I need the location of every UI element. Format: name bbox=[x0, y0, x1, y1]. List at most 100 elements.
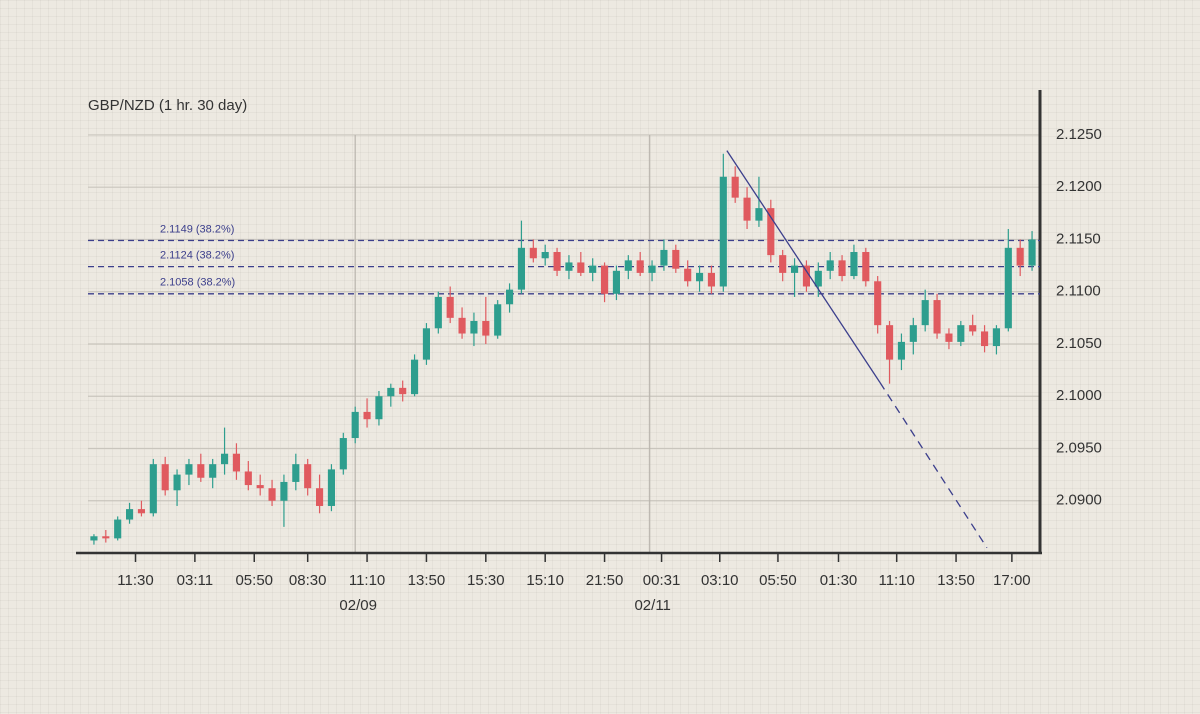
candle-body bbox=[161, 464, 169, 491]
candle-body bbox=[731, 176, 739, 198]
x-tick-label: 17:00 bbox=[993, 572, 1031, 589]
candle-body bbox=[767, 208, 775, 256]
x-tick-label: 08:30 bbox=[289, 572, 327, 589]
candle-body bbox=[280, 481, 288, 501]
y-tick-label: 2.1200 bbox=[1056, 178, 1102, 195]
candle-body bbox=[577, 262, 585, 273]
candle-body bbox=[494, 304, 502, 336]
candle-body bbox=[517, 247, 525, 290]
candle-body bbox=[921, 300, 929, 326]
candle-body bbox=[945, 333, 953, 342]
x-tick-label: 13:50 bbox=[408, 572, 446, 589]
candle-body bbox=[375, 396, 383, 420]
candle-body bbox=[779, 255, 787, 273]
candle-body bbox=[553, 251, 561, 271]
candle-body bbox=[232, 453, 240, 472]
candle-body bbox=[1016, 247, 1024, 266]
x-tick-label: 21:50 bbox=[586, 572, 624, 589]
candle-body bbox=[874, 281, 882, 326]
candle-body bbox=[957, 325, 965, 342]
candle-body bbox=[339, 438, 347, 470]
candle-body bbox=[529, 247, 537, 259]
candle-body bbox=[316, 488, 324, 506]
x-tick-label: 11:10 bbox=[878, 572, 914, 589]
candle-body bbox=[422, 328, 430, 360]
candle-body bbox=[197, 464, 205, 478]
candle-body bbox=[612, 270, 620, 294]
level-label: 2.1058 (38.2%) bbox=[160, 277, 235, 289]
candle-body bbox=[541, 251, 549, 259]
candle-body bbox=[327, 469, 335, 506]
candle-body bbox=[102, 536, 110, 539]
candle-body bbox=[981, 331, 989, 347]
date-label: 02/11 bbox=[634, 597, 670, 614]
candle-body bbox=[256, 485, 264, 489]
candle-body bbox=[90, 536, 98, 541]
candle-body bbox=[1004, 247, 1012, 329]
candle-body bbox=[268, 488, 276, 501]
x-tick-label: 15:10 bbox=[526, 572, 564, 589]
candle-body bbox=[624, 260, 632, 271]
y-tick-label: 2.1150 bbox=[1056, 230, 1101, 247]
candle-body bbox=[244, 471, 252, 486]
candle-body bbox=[992, 328, 1000, 347]
x-tick-label: 05:50 bbox=[235, 572, 273, 589]
candle-body bbox=[707, 272, 715, 287]
candle-body bbox=[1028, 239, 1036, 266]
candle-body bbox=[636, 260, 644, 273]
candle-body bbox=[126, 509, 134, 520]
candle-body bbox=[137, 509, 145, 514]
candle-body bbox=[458, 317, 466, 334]
candle-body bbox=[292, 464, 300, 482]
candle-body bbox=[684, 268, 692, 282]
candle-body bbox=[933, 300, 941, 334]
candle-body bbox=[719, 176, 727, 287]
x-tick-label: 11:10 bbox=[349, 572, 385, 589]
candle-body bbox=[363, 411, 371, 420]
candle-body bbox=[565, 262, 573, 271]
level-label: 2.1149 (38.2%) bbox=[160, 223, 234, 235]
candle-body bbox=[173, 474, 181, 491]
candle-body bbox=[209, 464, 217, 478]
candle-body bbox=[672, 249, 680, 269]
x-tick-label: 00:31 bbox=[643, 572, 681, 589]
x-tick-label: 11:30 bbox=[117, 572, 153, 589]
y-tick-label: 2.1100 bbox=[1056, 283, 1101, 300]
candle-body bbox=[826, 260, 834, 271]
y-tick-label: 2.0950 bbox=[1056, 439, 1102, 456]
x-tick-label: 01:30 bbox=[820, 572, 858, 589]
x-tick-label: 15:30 bbox=[467, 572, 505, 589]
candle-body bbox=[506, 289, 514, 305]
candle-body bbox=[755, 208, 763, 221]
candle-body bbox=[434, 296, 442, 329]
y-tick-label: 2.1050 bbox=[1056, 335, 1102, 352]
level-label: 2.1124 (38.2%) bbox=[160, 250, 234, 262]
x-tick-label: 05:50 bbox=[759, 572, 797, 589]
candle-body bbox=[351, 411, 359, 439]
trend-line bbox=[726, 150, 881, 383]
date-label: 02/09 bbox=[339, 597, 377, 614]
candle-body bbox=[601, 265, 609, 294]
candle-body bbox=[660, 249, 668, 266]
x-tick-label: 13:50 bbox=[937, 572, 975, 589]
candle-body bbox=[897, 341, 905, 360]
candle-body bbox=[743, 197, 751, 221]
candle-body bbox=[814, 270, 822, 287]
x-tick-label: 03:11 bbox=[177, 572, 213, 589]
candle-body bbox=[387, 387, 395, 397]
candle-body bbox=[185, 464, 193, 475]
candle-body bbox=[470, 320, 478, 334]
y-tick-label: 2.1250 bbox=[1056, 126, 1102, 143]
trend-line bbox=[879, 382, 988, 549]
candle-body bbox=[909, 325, 917, 342]
candle-body bbox=[149, 464, 157, 514]
y-tick-label: 2.0900 bbox=[1056, 492, 1102, 509]
candle-body bbox=[304, 464, 312, 489]
candle-body bbox=[114, 519, 122, 539]
candle-body bbox=[838, 260, 846, 277]
candle-body bbox=[482, 320, 490, 336]
candle-body bbox=[850, 251, 858, 277]
candle-body bbox=[862, 251, 870, 282]
y-tick-label: 2.1000 bbox=[1056, 387, 1102, 404]
